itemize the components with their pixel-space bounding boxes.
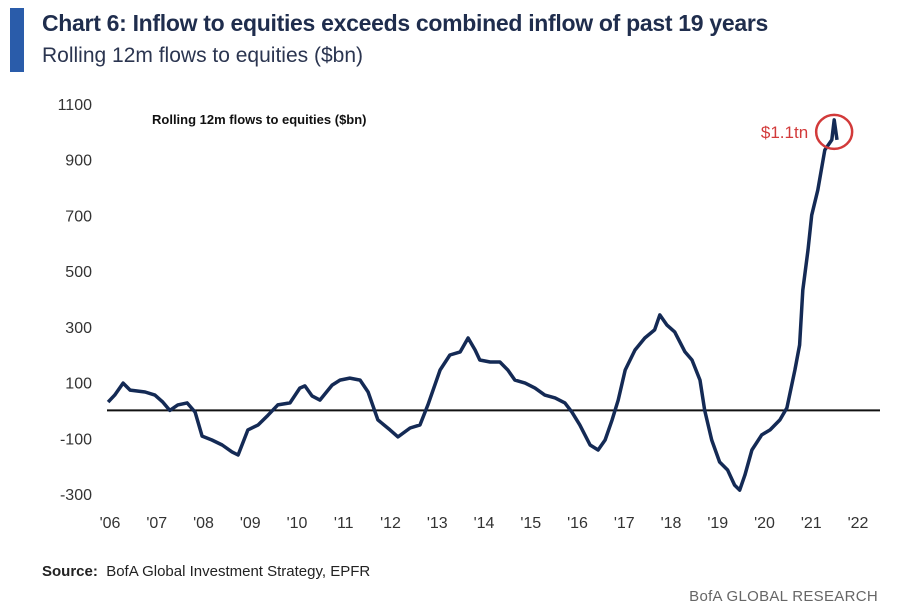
x-tick-label: '15 — [520, 515, 541, 532]
x-tick-label: '14 — [474, 515, 495, 532]
y-axis: 1100 900 700 500 300 100 -100 -300 — [58, 97, 93, 504]
x-tick-label: '19 — [707, 515, 728, 532]
y-tick-label: 500 — [65, 264, 92, 281]
source-text: BofA Global Investment Strategy, EPFR — [106, 563, 371, 580]
x-tick-label: '22 — [848, 515, 869, 532]
x-tick-label: '10 — [287, 515, 308, 532]
annotation-circle — [814, 113, 854, 151]
annotation-label: $1.1tn — [761, 123, 808, 142]
brand-footer: BofA GLOBAL RESEARCH — [689, 588, 878, 605]
accent-bar — [10, 8, 24, 72]
x-tick-label: '20 — [754, 515, 775, 532]
y-tick-label: 700 — [65, 208, 92, 225]
y-tick-label: 100 — [65, 376, 92, 393]
x-tick-label: '08 — [193, 515, 214, 532]
x-axis: '06 '07 '08 '09 '10 '11 '12 '13 '14 '15 '16 '17 '18 '… — [100, 515, 869, 532]
x-tick-label: '18 — [661, 515, 682, 532]
y-tick-label: 900 — [65, 153, 92, 170]
y-tick-label: -300 — [60, 487, 92, 504]
x-tick-label: '13 — [427, 515, 448, 532]
x-tick-label: '07 — [146, 515, 167, 532]
x-tick-label: '21 — [801, 515, 822, 532]
x-tick-label: '16 — [567, 515, 588, 532]
x-tick-label: '17 — [614, 515, 635, 532]
y-tick-label: 300 — [65, 320, 92, 337]
x-tick-label: '11 — [334, 515, 354, 532]
y-tick-label: 1100 — [58, 97, 93, 114]
y-tick-label: -100 — [60, 431, 92, 448]
chart-subtitle: Rolling 12m flows to equities ($bn) — [42, 44, 363, 67]
source-note: Source: BofA Global Investment Strategy,… — [42, 563, 370, 580]
x-tick-label: '09 — [240, 515, 261, 532]
x-tick-label: '06 — [100, 515, 121, 532]
chart-title: Chart 6: Inflow to equities exceeds comb… — [42, 10, 769, 36]
series-line — [106, 118, 839, 492]
source-label: Source: — [42, 563, 98, 580]
x-tick-label: '12 — [380, 515, 401, 532]
inner-chart-label: Rolling 12m flows to equities ($bn) — [152, 112, 367, 127]
